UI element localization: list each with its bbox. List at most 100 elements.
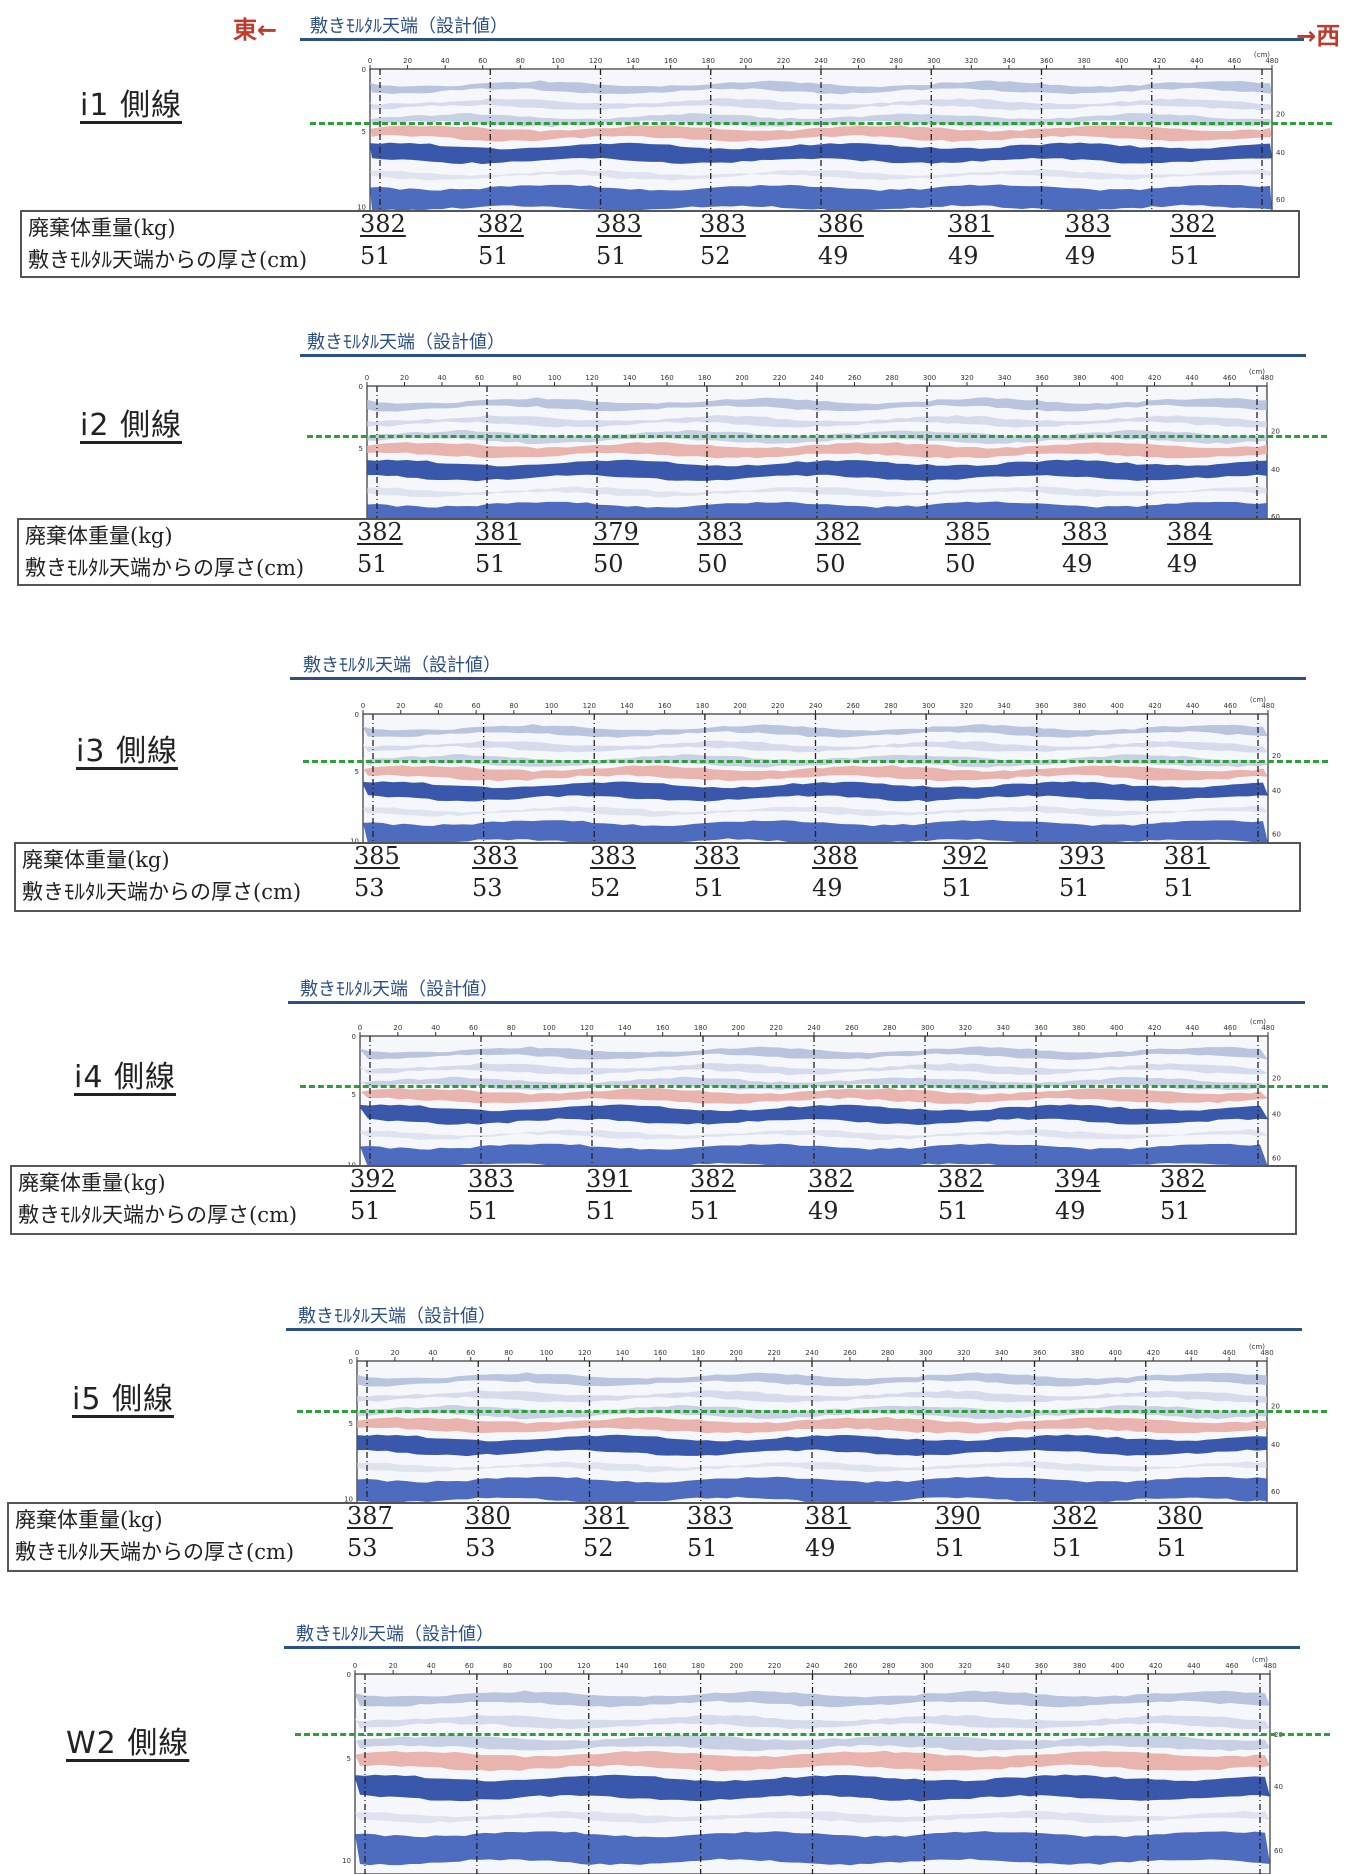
scale-tick-label: 180 [694,1024,707,1032]
scale-tick-label: 340 [996,1662,1009,1670]
scale-tick-label: 320 [959,1024,972,1032]
scale-tick-label: 260 [848,374,861,382]
radar-profile-svg: 0 20 40 60 80 100 120 140 160 180 200 220 240 260 280 3… [342,1656,1283,1874]
scale-tick-label: 280 [885,374,898,382]
radar-profile-image: 0 20 40 60 80 100 120 140 160 180 200 220 240 260 280 3… [354,368,1280,535]
thickness-value: 49 [808,1197,839,1225]
scale-tick-label: 80 [507,1024,516,1032]
scale-tick-label: 40 [431,1024,440,1032]
scale-tick-label: 300 [927,57,940,65]
scale-tick-label: 300 [921,1024,934,1032]
scale-tick-label: 420 [1148,374,1161,382]
scale-tick-label: 480 [1263,1662,1276,1670]
scale-tick-label: 380 [1071,1349,1084,1357]
svg-text:40: 40 [1271,466,1280,474]
thickness-value: 52 [700,242,731,270]
scale-tick-label: 440 [1186,1024,1199,1032]
scale-tick-label: 480 [1260,374,1273,382]
scale-tick-label: 460 [1222,1349,1235,1357]
scale-tick-label: 480 [1261,702,1274,710]
thickness-value: 51 [938,1197,969,1225]
survey-line-title: i5 側線 [72,1382,174,1417]
waste-weight-value: 383 [472,842,518,870]
thickness-value: 49 [1055,1197,1086,1225]
scale-tick-label: 300 [920,1662,933,1670]
radar-profile-svg: 0 20 40 60 80 100 120 140 160 180 200 220 240 260 280 3… [347,1018,1281,1175]
waste-weight-value: 380 [1157,1502,1203,1530]
waste-weight-value: 383 [694,842,740,870]
waste-weight-value: 384 [1167,518,1213,546]
scale-tick-label: 240 [805,1349,818,1357]
waste-weight-value: 382 [1170,210,1216,238]
scale-tick-label: 460 [1224,702,1237,710]
measurement-table [10,1165,1297,1235]
waste-weight-value: 386 [818,210,864,238]
waste-weight-value: 382 [360,210,406,238]
svg-text:5: 5 [349,1420,353,1428]
scale-tick-label: 460 [1228,57,1241,65]
thickness-value: 53 [465,1534,496,1562]
thickness-value: 49 [948,242,979,270]
scale-tick-label: 260 [845,1024,858,1032]
scale-tick-label: 360 [1035,702,1048,710]
radar-profile-image: 0 20 40 60 80 100 120 140 160 180 200 220 240 260 280 3… [350,696,1281,851]
west-direction-label: →西 [1296,22,1341,50]
thickness-row-label: 敷きﾓﾙﾀﾙ天端からの厚さ(cm) [18,1203,298,1227]
scale-tick-label: 180 [696,702,709,710]
scale-tick-label: 240 [806,1662,819,1670]
scale-tick-label: 280 [882,1662,895,1670]
svg-text:(cm): (cm) [1254,51,1270,59]
svg-text:40: 40 [1271,1441,1280,1449]
scale-tick-label: 220 [769,1024,782,1032]
scale-tick-label: 400 [1115,57,1128,65]
scale-tick-label: 480 [1265,57,1278,65]
scale-tick-label: 0 [368,57,372,65]
scale-tick-label: 240 [810,374,823,382]
svg-text:(cm): (cm) [1250,1018,1266,1026]
thickness-value: 53 [472,874,503,902]
thickness-row-label: 敷きﾓﾙﾀﾙ天端からの厚さ(cm) [25,556,305,580]
scale-tick-label: 460 [1223,1024,1236,1032]
scale-tick-label: 320 [957,1349,970,1357]
thickness-value: 51 [475,550,506,578]
scale-tick-label: 460 [1225,1662,1238,1670]
scale-tick-label: 200 [730,1662,743,1670]
scale-tick-label: 140 [615,1662,628,1670]
scale-tick-label: 80 [513,374,522,382]
scale-tick-label: 20 [390,1349,399,1357]
scale-tick-label: 360 [1033,1349,1046,1357]
scale-tick-label: 160 [658,702,671,710]
scale-tick-label: 20 [403,57,412,65]
svg-text:(cm): (cm) [1252,1656,1268,1664]
radar-profile-svg: 0 20 40 60 80 100 120 140 160 180 200 220 240 260 280 3… [350,696,1281,851]
waste-weight-value: 381 [475,518,521,546]
scale-tick-label: 340 [995,1349,1008,1357]
scale-tick-label: 260 [847,702,860,710]
scale-tick-label: 60 [478,57,487,65]
scale-tick-label: 120 [578,1349,591,1357]
scale-tick-label: 220 [773,374,786,382]
svg-text:(cm): (cm) [1249,1343,1265,1351]
thickness-value: 49 [805,1534,836,1562]
scale-tick-label: 100 [539,1662,552,1670]
scale-tick-label: 380 [1077,57,1090,65]
waste-weight-value: 383 [700,210,746,238]
thickness-value: 51 [690,1197,721,1225]
svg-text:10: 10 [350,837,359,845]
scale-tick-label: 160 [660,374,673,382]
scale-tick-label: 120 [585,374,598,382]
scale-tick-label: 80 [504,1349,513,1357]
scale-tick-label: 260 [844,1662,857,1670]
scale-tick-label: 280 [881,1349,894,1357]
scale-tick-label: 280 [884,702,897,710]
svg-text:5: 5 [362,128,366,136]
scale-tick-label: 280 [883,1024,896,1032]
scale-tick-label: 60 [466,1349,475,1357]
scale-tick-label: 180 [692,1349,705,1357]
scale-tick-label: 440 [1187,1662,1200,1670]
waste-weight-value: 392 [942,842,988,870]
scale-tick-label: 400 [1111,1662,1124,1670]
scale-tick-label: 140 [626,57,639,65]
scale-tick-label: 180 [698,374,711,382]
scale-tick-label: 180 [702,57,715,65]
